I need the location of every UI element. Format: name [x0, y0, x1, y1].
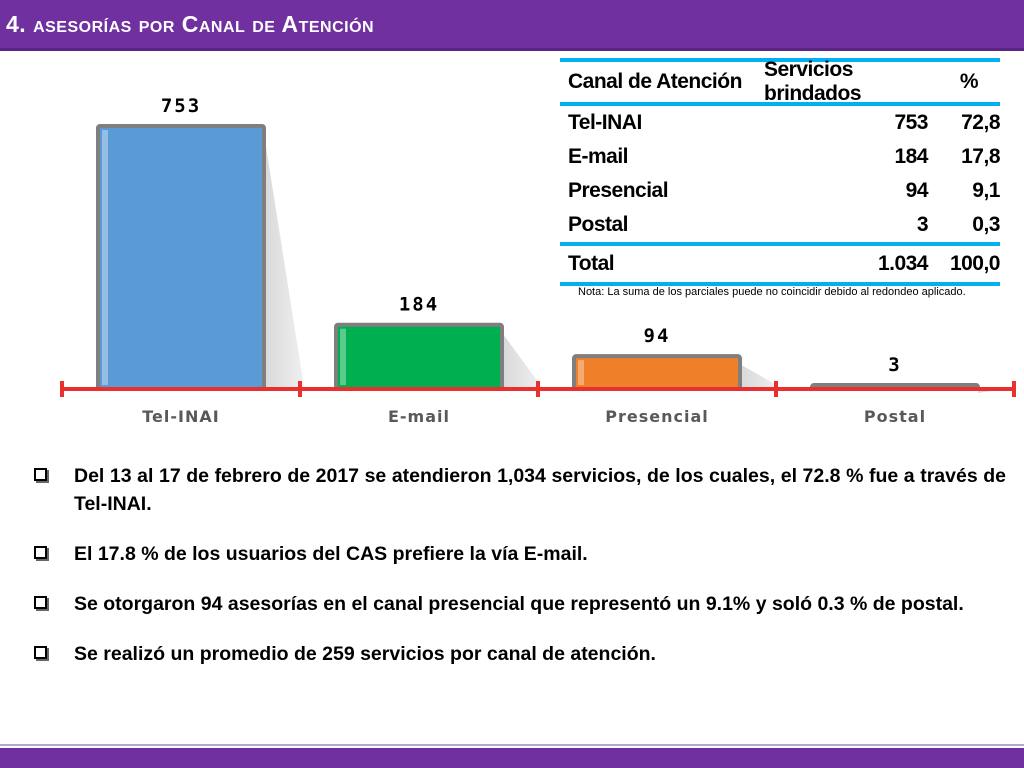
footer-divider	[0, 744, 1024, 746]
bullet-item: Del 13 al 17 de febrero de 2017 se atend…	[34, 462, 1006, 518]
bar-e-mail	[334, 322, 504, 392]
bullet-item: Se realizó un promedio de 259 servicios …	[34, 640, 1006, 668]
category-label: Presencial	[605, 407, 708, 426]
table-total-label: Total	[568, 252, 615, 275]
bar-shadow	[740, 364, 780, 389]
table-row: Presencial 94 9,1	[560, 174, 1001, 208]
data-table: Canal de Atención Servicios brindados % …	[560, 58, 1001, 286]
bullet-text: Se otorgaron 94 asesorías en el canal pr…	[74, 593, 964, 615]
table-cell-services: 94	[905, 179, 929, 202]
bar-tel-inai	[96, 124, 266, 391]
table-cell-services: 3	[916, 213, 929, 236]
table-cell-channel: E-mail	[568, 145, 629, 168]
table-total-row: Total 1.034 100,0	[560, 242, 1001, 282]
table-cell-channel: Tel-INAI	[568, 111, 642, 134]
bar-highlight	[102, 130, 108, 385]
table-row: E-mail 184 17,8	[560, 140, 1001, 174]
bullet-item: El 17.8 % de los usuarios del CAS prefie…	[34, 540, 1006, 568]
checkbox-bullet-icon	[34, 468, 47, 481]
bar-chart: 753 Tel-INAI 184 E-mail 94 Presencial 3 Postal	[60, 95, 1018, 426]
category-label: Tel-INAI	[142, 407, 219, 426]
data-label: 3	[888, 354, 901, 376]
bar-presencial	[572, 354, 742, 392]
table-total-percent: 100,0	[949, 252, 1001, 275]
bullet-text: Del 13 al 17 de febrero de 2017 se atend…	[74, 465, 1006, 515]
table-cell-percent: 72,8	[961, 111, 1000, 134]
table-row: Tel-INAI 753 72,8	[560, 106, 1001, 140]
table-cell-channel: Postal	[568, 213, 629, 236]
checkbox-bullet-icon	[34, 646, 47, 659]
table-cell-percent: 9,1	[972, 179, 1000, 202]
table-cell-services: 753	[894, 111, 928, 134]
table-cell-percent: 0,3	[972, 213, 1000, 236]
bar-highlight	[340, 328, 346, 385]
data-label: 94	[644, 325, 671, 347]
data-label: 184	[399, 294, 439, 316]
checkbox-bullet-icon	[34, 546, 47, 559]
page-title: 4. asesorías por Canal de Atención	[6, 11, 375, 37]
table-cell-percent: 17,8	[961, 145, 1000, 168]
bar-shadow	[264, 134, 304, 389]
bullet-list: Del 13 al 17 de febrero de 2017 se atend…	[34, 462, 1006, 690]
table-note: Nota: La suma de los parciales puede no …	[578, 286, 966, 298]
table-header-cell: Servicios brindados	[764, 58, 862, 105]
data-label: 753	[161, 95, 201, 117]
bullet-item: Se otorgaron 94 asesorías en el canal pr…	[34, 590, 1006, 618]
category-label: E-mail	[388, 407, 450, 426]
category-label: Postal	[864, 407, 926, 426]
table-cell-channel: Presencial	[568, 179, 669, 202]
table-cell-services: 184	[894, 145, 928, 168]
footer-bar	[0, 748, 1024, 768]
bullet-text: Se realizó un promedio de 259 servicios …	[74, 643, 656, 665]
table-header-row: Canal de Atención Servicios brindados %	[560, 58, 1000, 106]
table-header-cell: Canal de Atención	[568, 70, 742, 93]
bar-shadow	[502, 332, 542, 389]
table-total-services: 1.034	[877, 252, 929, 275]
table-row: Postal 3 0,3	[560, 208, 1001, 242]
checkbox-bullet-icon	[34, 596, 47, 609]
header-bar: 4. asesorías por Canal de Atención	[0, 0, 1024, 51]
bar-highlight	[578, 360, 584, 385]
bullet-text: El 17.8 % de los usuarios del CAS prefie…	[74, 543, 588, 565]
table-header-cell: %	[959, 70, 979, 93]
